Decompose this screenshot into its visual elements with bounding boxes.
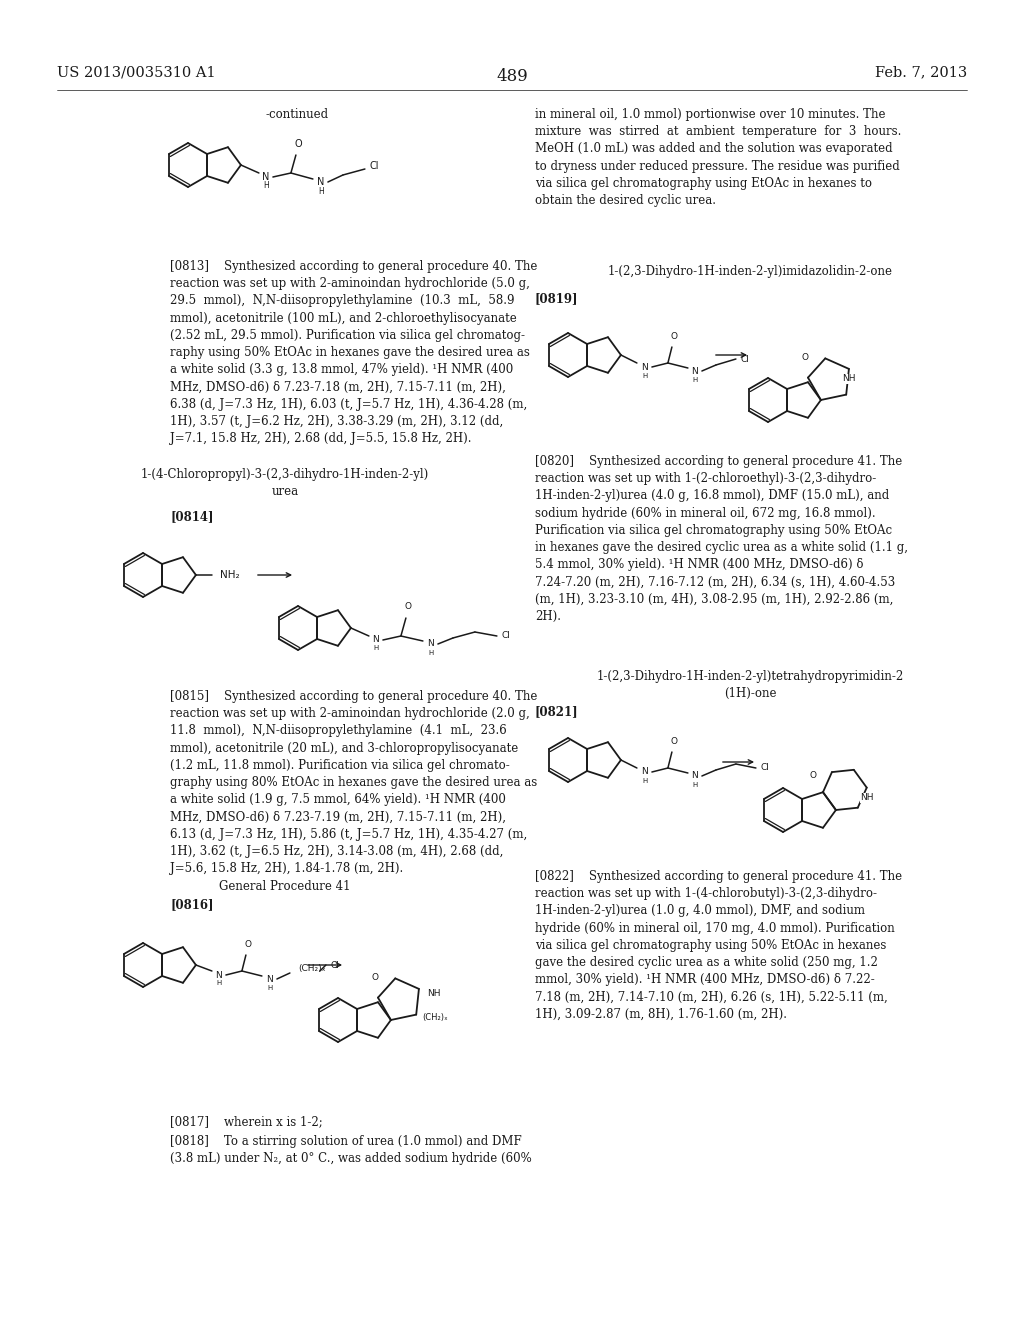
Text: in mineral oil, 1.0 mmol) portionwise over 10 minutes. The
mixture  was  stirred: in mineral oil, 1.0 mmol) portionwise ov… [535, 108, 901, 207]
Text: -continued: -continued [265, 108, 328, 121]
Text: H: H [692, 781, 697, 788]
Text: O: O [245, 940, 252, 949]
Text: H: H [642, 777, 647, 784]
Text: 1-(4-Chloropropyl)-3-(2,3-dihydro-1H-inden-2-yl)
urea: 1-(4-Chloropropyl)-3-(2,3-dihydro-1H-ind… [141, 469, 429, 498]
Text: N: N [215, 970, 222, 979]
Text: Cl: Cl [331, 961, 340, 969]
Text: NH: NH [860, 793, 873, 803]
Text: 489: 489 [496, 69, 528, 84]
Text: Cl: Cl [741, 355, 750, 363]
Text: O: O [671, 737, 678, 746]
Text: [0822]    Synthesized according to general procedure 41. The
reaction was set up: [0822] Synthesized according to general … [535, 870, 902, 1020]
Text: Feb. 7, 2013: Feb. 7, 2013 [874, 65, 967, 79]
Text: Cl: Cl [502, 631, 511, 640]
Text: NH₂: NH₂ [220, 570, 240, 579]
Text: H: H [428, 649, 433, 656]
Text: US 2013/0035310 A1: US 2013/0035310 A1 [57, 65, 216, 79]
Text: [0818]    To a stirring solution of urea (1.0 mmol) and DMF
(3.8 mL) under N₂, a: [0818] To a stirring solution of urea (1… [170, 1135, 531, 1166]
Text: [0813]    Synthesized according to general procedure 40. The
reaction was set up: [0813] Synthesized according to general … [170, 260, 538, 445]
Text: N: N [266, 974, 273, 983]
Text: [0819]: [0819] [535, 292, 579, 305]
Text: 1-(2,3-Dihydro-1H-inden-2-yl)tetrahydropyrimidin-2
(1H)-one: 1-(2,3-Dihydro-1H-inden-2-yl)tetrahydrop… [596, 671, 903, 700]
Text: O: O [809, 771, 816, 780]
Text: H: H [318, 187, 324, 195]
Text: (CH₂)ₓ: (CH₂)ₓ [298, 965, 326, 974]
Text: [0815]    Synthesized according to general procedure 40. The
reaction was set up: [0815] Synthesized according to general … [170, 690, 538, 875]
Text: O: O [372, 973, 378, 982]
Text: N: N [641, 363, 648, 371]
Text: O: O [671, 333, 678, 341]
Text: O: O [294, 139, 302, 149]
Text: N: N [428, 639, 434, 648]
Text: H: H [216, 979, 221, 986]
Text: NH: NH [427, 990, 440, 998]
Text: H: H [642, 374, 647, 379]
Text: [0814]: [0814] [170, 510, 213, 523]
Text: NH: NH [842, 375, 856, 383]
Text: [0821]: [0821] [535, 705, 579, 718]
Text: Cl: Cl [761, 763, 770, 772]
Text: H: H [267, 985, 272, 991]
Text: H: H [263, 181, 268, 190]
Text: 1-(2,3-Dihydro-1H-inden-2-yl)imidazolidin-2-one: 1-(2,3-Dihydro-1H-inden-2-yl)imidazolidi… [607, 265, 893, 279]
Text: N: N [262, 172, 269, 182]
Text: H: H [692, 378, 697, 383]
Text: General Procedure 41: General Procedure 41 [219, 880, 351, 894]
Text: N: N [691, 771, 698, 780]
Text: O: O [404, 602, 412, 611]
Text: Cl: Cl [370, 161, 380, 172]
Text: (CH₂)ₓ: (CH₂)ₓ [422, 1014, 447, 1023]
Text: N: N [691, 367, 698, 375]
Text: H: H [374, 645, 379, 651]
Text: [0820]    Synthesized according to general procedure 41. The
reaction was set up: [0820] Synthesized according to general … [535, 455, 908, 623]
Text: N: N [317, 177, 325, 187]
Text: N: N [641, 767, 648, 776]
Text: [0816]: [0816] [170, 898, 213, 911]
Text: [0817]    wherein x is 1-2;: [0817] wherein x is 1-2; [170, 1115, 323, 1129]
Text: N: N [373, 635, 379, 644]
Text: O: O [801, 352, 808, 362]
